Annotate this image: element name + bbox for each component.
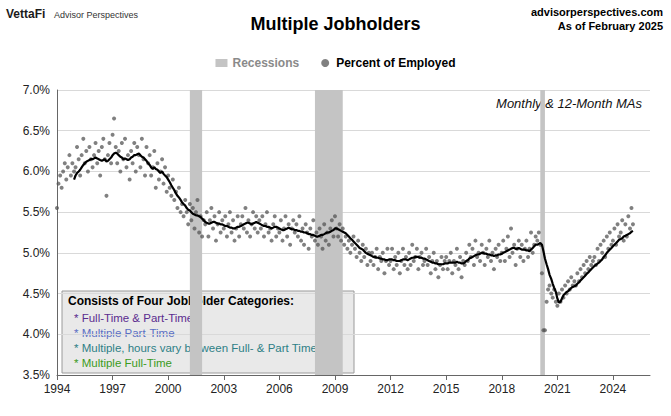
svg-text:* Multiple Full-Time: * Multiple Full-Time (74, 357, 172, 369)
svg-text:2003: 2003 (210, 382, 237, 396)
svg-text:4.0%: 4.0% (23, 327, 51, 341)
svg-text:5.5%: 5.5% (23, 205, 51, 219)
svg-text:6.0%: 6.0% (23, 164, 51, 178)
svg-text:2018: 2018 (488, 382, 515, 396)
svg-text:2021: 2021 (544, 382, 571, 396)
svg-text:2024: 2024 (600, 382, 627, 396)
svg-text:Recessions: Recessions (232, 56, 299, 70)
svg-text:5.0%: 5.0% (23, 246, 51, 260)
svg-text:* Multiple Part-Time: * Multiple Part-Time (74, 327, 175, 339)
svg-text:VettaFi: VettaFi (6, 7, 45, 21)
svg-text:Monthly & 12-Month MAs: Monthly & 12-Month MAs (496, 96, 642, 111)
svg-text:2015: 2015 (433, 382, 460, 396)
svg-text:2012: 2012 (377, 382, 404, 396)
svg-text:6.5%: 6.5% (23, 124, 51, 138)
svg-text:Percent of Employed: Percent of Employed (336, 56, 455, 70)
svg-text:1997: 1997 (99, 382, 126, 396)
svg-text:Multiple Jobholders: Multiple Jobholders (250, 14, 420, 34)
svg-text:Advisor Perspectives: Advisor Perspectives (54, 10, 139, 20)
svg-text:advisorperspectives.com: advisorperspectives.com (531, 6, 663, 18)
svg-text:2006: 2006 (266, 382, 293, 396)
svg-text:1994: 1994 (44, 382, 71, 396)
svg-text:2009: 2009 (322, 382, 349, 396)
svg-text:* Multiple, hours vary between: * Multiple, hours vary between Full- & P… (74, 342, 317, 354)
svg-text:Consists of Four Jobholder Cat: Consists of Four Jobholder Categories: (68, 294, 294, 308)
svg-text:4.5%: 4.5% (23, 287, 51, 301)
svg-text:2000: 2000 (155, 382, 182, 396)
svg-text:As of February 2025: As of February 2025 (558, 20, 663, 32)
svg-text:3.5%: 3.5% (23, 368, 51, 382)
svg-text:* Full-Time & Part-Time: * Full-Time & Part-Time (74, 312, 193, 324)
svg-text:7.0%: 7.0% (23, 83, 51, 97)
